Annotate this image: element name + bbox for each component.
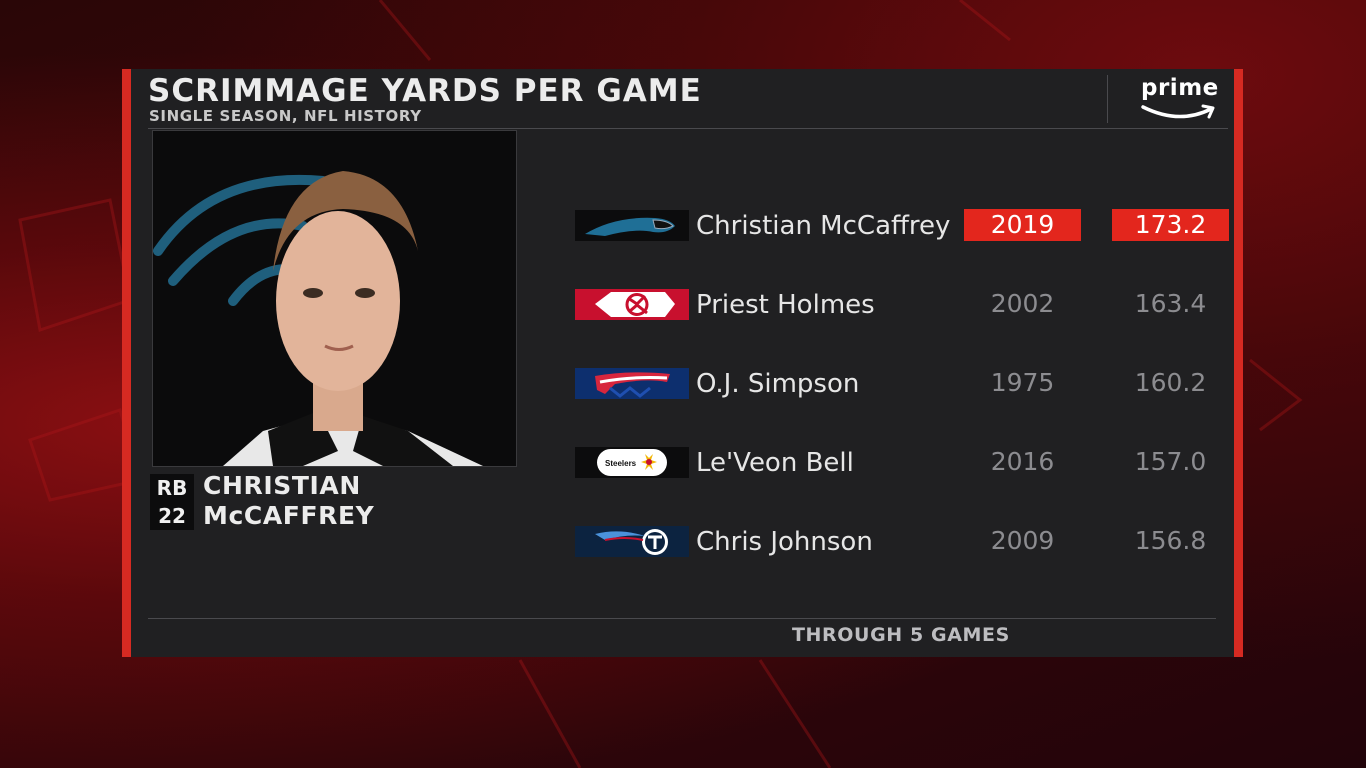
leader-ypg: 173.2: [1112, 209, 1229, 241]
featured-player-name: CHRISTIAN McCAFFREY: [203, 471, 374, 531]
leader-ypg: 157.0: [1134, 447, 1207, 476]
bills-logo-icon: [575, 368, 689, 399]
chiefs-logo-icon: [575, 289, 689, 320]
graphic-subtitle: SINGLE SEASON, NFL HISTORY: [149, 107, 422, 125]
steelers-logo-icon: Steelers: [575, 447, 689, 478]
prime-logo: prime: [1131, 73, 1221, 125]
player-last-name: McCAFFREY: [203, 501, 375, 530]
leader-year: 2009: [990, 526, 1055, 555]
leader-year: 2002: [990, 289, 1055, 318]
leader-player-name: Le'Veon Bell: [696, 448, 854, 478]
titans-logo-icon: [575, 526, 689, 557]
leader-player-name: Christian McCaffrey: [696, 211, 951, 241]
leader-ypg: 156.8: [1134, 526, 1207, 555]
player-first-name: CHRISTIAN: [203, 471, 361, 500]
leader-player-name: Chris Johnson: [696, 527, 873, 557]
player-number: 22: [158, 504, 186, 528]
logo-divider: [1107, 75, 1108, 123]
leader-row-2: Priest Holmes 2002 163.4: [575, 288, 1235, 322]
panthers-logo-icon: [575, 210, 689, 241]
position-badge: RB 22: [150, 474, 194, 530]
leader-year: 1975: [990, 368, 1055, 397]
leader-year: 2019: [964, 209, 1081, 241]
leader-ypg: 163.4: [1134, 289, 1207, 318]
headshot-illustration: [153, 131, 516, 466]
prime-smile-icon: [1141, 104, 1215, 119]
leader-ypg: 160.2: [1134, 368, 1207, 397]
footnote: THROUGH 5 GAMES: [792, 624, 1010, 646]
leader-row-3: O.J. Simpson 1975 160.2: [575, 367, 1235, 401]
leader-player-name: Priest Holmes: [696, 290, 875, 320]
title-divider: [148, 128, 1228, 129]
stats-panel: SCRIMMAGE YARDS PER GAME SINGLE SEASON, …: [122, 69, 1243, 657]
steelers-logo-text: Steelers: [605, 459, 637, 468]
footer-divider: [148, 618, 1216, 619]
leader-row-4: Steelers Le'Veon Bell 2016 157.0: [575, 446, 1235, 480]
graphic-title: SCRIMMAGE YARDS PER GAME: [148, 73, 702, 109]
leader-year: 2016: [990, 447, 1055, 476]
leader-row-5: Chris Johnson 2009 156.8: [575, 525, 1235, 559]
player-position: RB: [156, 476, 188, 500]
leader-row-1: Christian McCaffrey 2019 173.2: [575, 209, 1235, 243]
leader-player-name: O.J. Simpson: [696, 369, 860, 399]
prime-wordmark: prime: [1141, 75, 1219, 101]
player-headshot: [152, 130, 517, 467]
